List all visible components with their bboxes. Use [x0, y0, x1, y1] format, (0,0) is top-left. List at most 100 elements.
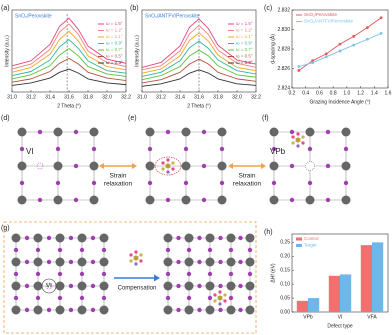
lead	[205, 257, 215, 267]
lead	[77, 233, 87, 243]
vacancy-ring	[41, 278, 57, 294]
legend-label: ω = 0.5°	[236, 54, 253, 59]
lead	[53, 195, 63, 205]
iodine	[197, 259, 202, 265]
iodine	[228, 295, 234, 301]
lead	[245, 281, 255, 291]
x-tick-label: 0.8	[330, 90, 337, 96]
legend-label: ω = 0.7°	[106, 47, 123, 52]
iodine	[35, 295, 41, 301]
lead	[245, 257, 255, 267]
lead	[305, 127, 315, 137]
iodine	[271, 146, 277, 152]
y-tick-label: 0.10	[280, 281, 290, 287]
lead	[184, 281, 194, 291]
x-tick-label: 0.6	[316, 90, 323, 96]
iodine	[68, 259, 74, 265]
marker	[297, 65, 301, 68]
iodine	[271, 180, 277, 186]
iodine	[183, 180, 189, 186]
x-tick-label: 1.6	[385, 90, 392, 96]
iodine	[68, 235, 74, 241]
iodine	[176, 259, 181, 265]
lead	[55, 233, 65, 243]
chart-title: SnO₂/ANTFV/Perovskite	[145, 13, 200, 19]
legend-label: SnO₂/Perovskite	[304, 12, 338, 17]
marker	[338, 42, 342, 46]
y-tick-label: 2.824	[277, 85, 290, 91]
lead	[145, 161, 155, 171]
series-line	[11, 68, 127, 86]
mol-atom	[139, 259, 143, 263]
iodine	[343, 146, 349, 152]
x-tick-label: 31.0	[7, 94, 17, 100]
x-axis-label: Grazing Incidence Angle (°)	[310, 99, 371, 105]
legend-label: Control	[304, 236, 319, 241]
arrow-head	[261, 163, 266, 169]
x-tick-label: 32.2	[251, 94, 261, 100]
panel-label: (f)	[262, 115, 269, 122]
panel-label: (g)	[1, 225, 10, 232]
mol-atom	[301, 135, 305, 139]
iodine	[207, 247, 213, 253]
lead	[217, 161, 227, 171]
iodine	[46, 307, 52, 313]
iodine	[247, 271, 253, 277]
lead	[217, 127, 227, 137]
iodine	[218, 235, 223, 241]
iodine	[147, 146, 153, 152]
x-tick-label: 1.2	[357, 90, 364, 96]
y-tick-label: 2.828	[277, 46, 290, 52]
mol-core	[165, 163, 171, 169]
iodine	[247, 295, 253, 301]
iodine	[19, 146, 25, 152]
lead	[17, 195, 27, 205]
series-line	[11, 48, 127, 80]
x-axis-label: 2 Theta (°)	[187, 103, 211, 109]
mol-atom	[223, 293, 227, 297]
lead	[55, 281, 65, 291]
lead	[341, 195, 351, 205]
y-axis-label: Intensity (a.u.)	[4, 35, 10, 67]
legend-label: ω = 1.1°	[236, 34, 253, 39]
series-line	[141, 18, 257, 68]
lead	[145, 195, 155, 205]
iodine	[247, 247, 253, 253]
chart-title: SnO₂/Perovskite	[15, 13, 52, 19]
x-tick-label: 1.0	[343, 90, 350, 96]
y-axis-label: Intensity (a.u.)	[134, 35, 140, 67]
lead	[99, 281, 109, 291]
lead	[163, 305, 173, 315]
x-axis-label: Defect type	[327, 323, 353, 329]
lead	[226, 281, 236, 291]
lead	[17, 161, 27, 171]
lead	[99, 257, 109, 267]
panel-label: (b)	[130, 5, 139, 12]
iodine	[197, 307, 202, 313]
iodine	[91, 146, 97, 152]
series-line	[11, 57, 127, 83]
iodine	[68, 283, 74, 289]
mol-core	[217, 295, 223, 301]
mol-atom	[166, 158, 170, 162]
iodine	[101, 247, 107, 253]
iodine	[13, 295, 19, 301]
iodine	[101, 271, 107, 277]
marker	[338, 49, 342, 53]
lead	[163, 281, 173, 291]
lead	[226, 257, 236, 267]
iodine	[325, 129, 331, 135]
lead	[205, 233, 215, 243]
iodine	[201, 197, 207, 203]
y-tick-label: 2.826	[277, 66, 290, 72]
legend-label: ω = 1.2°	[236, 28, 253, 33]
iodine	[90, 283, 96, 289]
series-line	[141, 58, 257, 84]
mol-atom	[166, 170, 170, 174]
iodine	[24, 259, 30, 265]
mol-atom	[291, 135, 295, 139]
iodine	[35, 247, 41, 253]
iodine	[238, 259, 243, 265]
marker	[297, 69, 301, 72]
